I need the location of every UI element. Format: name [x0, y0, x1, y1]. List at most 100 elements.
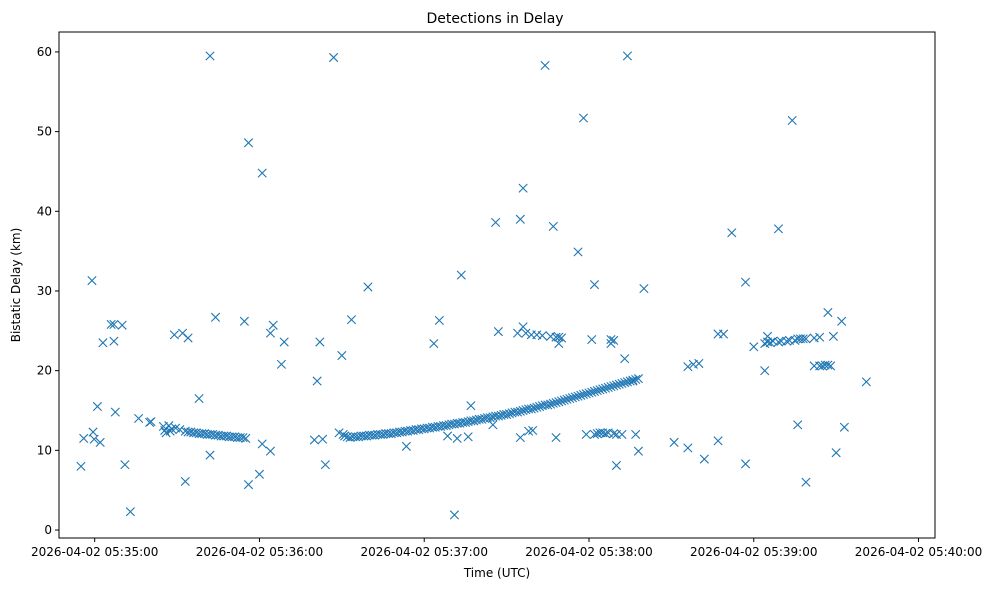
data-point — [617, 429, 627, 439]
y-tick-label: 60 — [37, 45, 52, 59]
data-point — [279, 337, 289, 347]
data-point — [609, 381, 619, 391]
data-point — [312, 376, 322, 386]
data-point — [554, 397, 564, 407]
data-point — [210, 312, 221, 322]
data-point — [309, 435, 319, 445]
y-tick-label: 30 — [37, 284, 52, 298]
data-point — [534, 401, 545, 412]
data-point — [456, 270, 466, 280]
data-point — [89, 434, 99, 444]
data-point — [782, 336, 792, 346]
data-point — [529, 403, 539, 413]
data-point — [401, 441, 411, 451]
data-point — [180, 476, 190, 487]
data-point — [515, 433, 525, 443]
data-point — [268, 320, 278, 330]
data-point — [801, 477, 811, 487]
data-point — [515, 406, 525, 416]
y-tick-label: 10 — [37, 443, 52, 457]
data-point — [617, 378, 627, 388]
y-axis: 0 10 20 30 40 50 60 — [37, 45, 59, 537]
data-point — [493, 327, 503, 337]
data-point — [545, 399, 556, 409]
data-point — [205, 51, 215, 61]
x-tick-label: 2026-04-02 05:37:00 — [361, 545, 488, 559]
y-axis-label: Bistatic Delay (km) — [9, 228, 23, 343]
data-point — [828, 331, 838, 341]
data-point — [87, 276, 97, 286]
data-point — [337, 350, 347, 361]
data-point — [798, 334, 808, 344]
data-point — [315, 337, 325, 347]
data-point — [504, 409, 514, 419]
data-point — [556, 333, 567, 343]
x-tick-label: 2026-04-02 05:35:00 — [31, 545, 158, 559]
plot-area — [59, 32, 935, 538]
data-point — [727, 228, 737, 238]
data-point — [718, 329, 729, 339]
data-point — [578, 389, 589, 400]
data-point — [485, 413, 495, 423]
data-point — [466, 401, 476, 411]
data-point — [329, 52, 339, 63]
data-point — [109, 319, 119, 330]
data-point — [801, 334, 811, 344]
data-point — [573, 247, 583, 257]
data-point — [699, 454, 709, 464]
data-point — [257, 439, 267, 449]
data-point — [570, 392, 580, 402]
data-point — [584, 388, 594, 398]
data-point — [257, 168, 267, 178]
data-point — [578, 113, 589, 123]
data-point — [442, 431, 453, 441]
data-point — [839, 422, 849, 432]
data-point — [265, 446, 276, 456]
data-point — [243, 480, 254, 490]
data-point — [346, 315, 357, 325]
data-point — [556, 396, 567, 406]
data-point — [537, 331, 547, 341]
x-tick-label: 2026-04-02 05:38:00 — [525, 545, 652, 559]
data-point — [787, 115, 797, 126]
data-point — [609, 335, 619, 345]
data-point — [639, 283, 649, 294]
data-point — [434, 315, 444, 326]
y-tick-label: 20 — [37, 364, 52, 378]
data-point — [205, 450, 215, 460]
data-point — [515, 214, 525, 224]
data-point — [452, 433, 462, 443]
data-point — [831, 448, 841, 458]
data-point — [740, 277, 751, 287]
data-point — [540, 60, 550, 71]
data-point — [106, 319, 116, 330]
data-point — [548, 221, 558, 232]
x-axis: 2026-04-02 05:35:00 2026-04-02 05:36:00 20… — [31, 538, 982, 559]
data-point — [589, 429, 600, 439]
data-point — [633, 446, 644, 456]
data-point — [318, 434, 328, 444]
data-point — [694, 358, 704, 369]
data-point — [363, 282, 373, 292]
data-point — [793, 420, 803, 430]
data-point — [265, 328, 276, 338]
data-point — [239, 316, 249, 326]
data-point — [276, 359, 287, 369]
data-point — [837, 316, 847, 326]
data-point — [611, 380, 622, 390]
data-point — [631, 374, 641, 385]
data-point — [110, 407, 120, 417]
data-point — [175, 425, 185, 435]
data-point — [815, 332, 825, 342]
data-point — [449, 510, 460, 520]
data-point — [79, 433, 89, 443]
x-tick-label: 2026-04-02 05:36:00 — [196, 545, 323, 559]
data-point — [773, 337, 784, 347]
data-point — [502, 409, 512, 420]
data-point — [243, 138, 254, 148]
data-point — [620, 354, 630, 364]
data-point — [109, 336, 119, 346]
data-point — [548, 398, 558, 408]
data-point — [95, 437, 105, 447]
data-point — [134, 413, 144, 424]
